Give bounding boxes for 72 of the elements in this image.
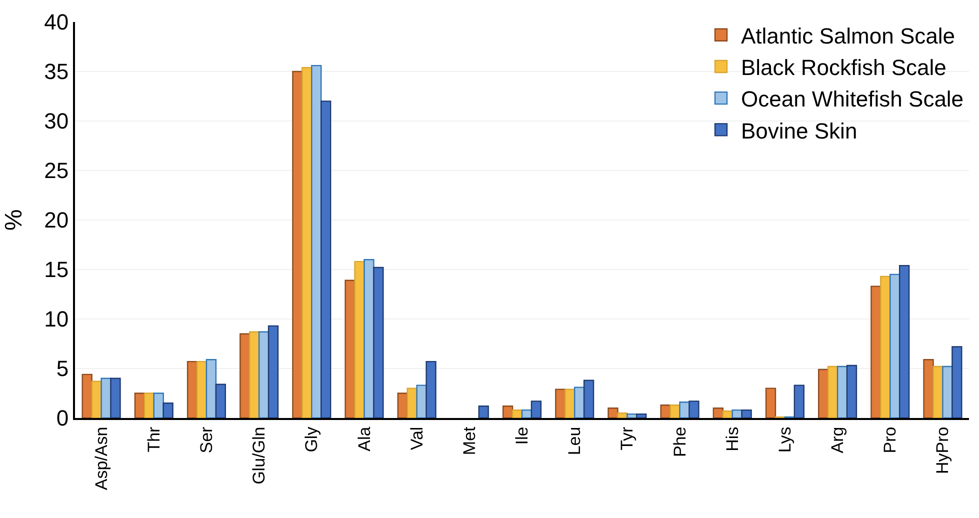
x-tick-label: Leu xyxy=(565,426,584,456)
x-tick-label: Phe xyxy=(670,426,690,458)
bar xyxy=(555,388,566,418)
bar xyxy=(688,400,700,418)
bar xyxy=(426,360,436,418)
bar xyxy=(583,380,594,418)
x-tick-label: Val xyxy=(407,426,426,450)
bar xyxy=(722,410,733,418)
bar xyxy=(898,264,910,418)
y-tick-label: 30 xyxy=(44,108,69,134)
legend-label: Black Rockfish Scale xyxy=(741,55,946,80)
bar xyxy=(206,358,217,418)
x-tick-label: Ser xyxy=(196,426,216,454)
x-tick-label: Tyr xyxy=(618,426,637,450)
x-tick-label: Ile xyxy=(512,426,532,445)
x-tick-label: His xyxy=(722,426,742,452)
bar xyxy=(134,392,146,418)
bar xyxy=(574,386,585,418)
bar xyxy=(636,413,647,418)
y-tick-label: 25 xyxy=(44,158,69,184)
bar xyxy=(530,400,542,418)
bar xyxy=(364,259,374,418)
bar xyxy=(268,325,279,418)
x-tick-label: Glu/Gln xyxy=(250,426,269,484)
bar xyxy=(311,64,322,418)
x-tick-label: Lys xyxy=(775,426,794,453)
bar xyxy=(712,408,724,418)
bar xyxy=(397,392,408,418)
bar xyxy=(679,402,690,418)
bar xyxy=(110,378,121,418)
legend-label: Ocean Whitefish Scale xyxy=(741,86,964,112)
y-tick-label: 5 xyxy=(56,356,69,382)
bar xyxy=(320,100,332,418)
bar xyxy=(512,409,523,418)
bar xyxy=(846,364,858,418)
bar xyxy=(564,388,576,418)
y-tick-label: 15 xyxy=(44,257,69,282)
bar xyxy=(521,409,532,418)
bar xyxy=(617,412,628,418)
x-tick-label: Asp/Asn xyxy=(92,426,111,490)
y-tick-label: 20 xyxy=(44,208,69,233)
x-tick-label: Arg xyxy=(828,426,848,454)
legend-label: Atlantic Salmon Scale xyxy=(741,23,955,48)
bar xyxy=(923,358,934,418)
bar xyxy=(478,406,489,418)
y-tick-label: 35 xyxy=(44,59,69,84)
bar xyxy=(670,404,680,418)
bar xyxy=(215,384,226,418)
bar xyxy=(416,384,427,418)
legend-label: Bovine Skin xyxy=(741,118,858,144)
x-tick-label: Thr xyxy=(144,426,164,452)
x-tick-label: Ala xyxy=(354,426,374,452)
x-tick-label: Pro xyxy=(880,426,900,454)
y-tick-label: 0 xyxy=(56,406,69,431)
bar xyxy=(660,404,671,418)
y-tick-label: 10 xyxy=(44,306,69,332)
bar xyxy=(608,408,618,418)
bar xyxy=(162,402,174,418)
y-tick-label: 40 xyxy=(44,10,69,35)
bar xyxy=(502,406,514,418)
bar xyxy=(153,392,164,418)
bar xyxy=(794,384,804,418)
bar xyxy=(765,388,776,418)
bar xyxy=(741,409,752,418)
bar xyxy=(952,346,962,418)
y-axis-title: % xyxy=(0,209,28,231)
bar xyxy=(626,413,638,418)
bar xyxy=(144,392,154,418)
x-tick-label: HyPro xyxy=(933,426,952,474)
x-tick-label: Met xyxy=(460,426,479,456)
x-tick-label: Gly xyxy=(302,426,322,452)
bar xyxy=(373,266,384,418)
